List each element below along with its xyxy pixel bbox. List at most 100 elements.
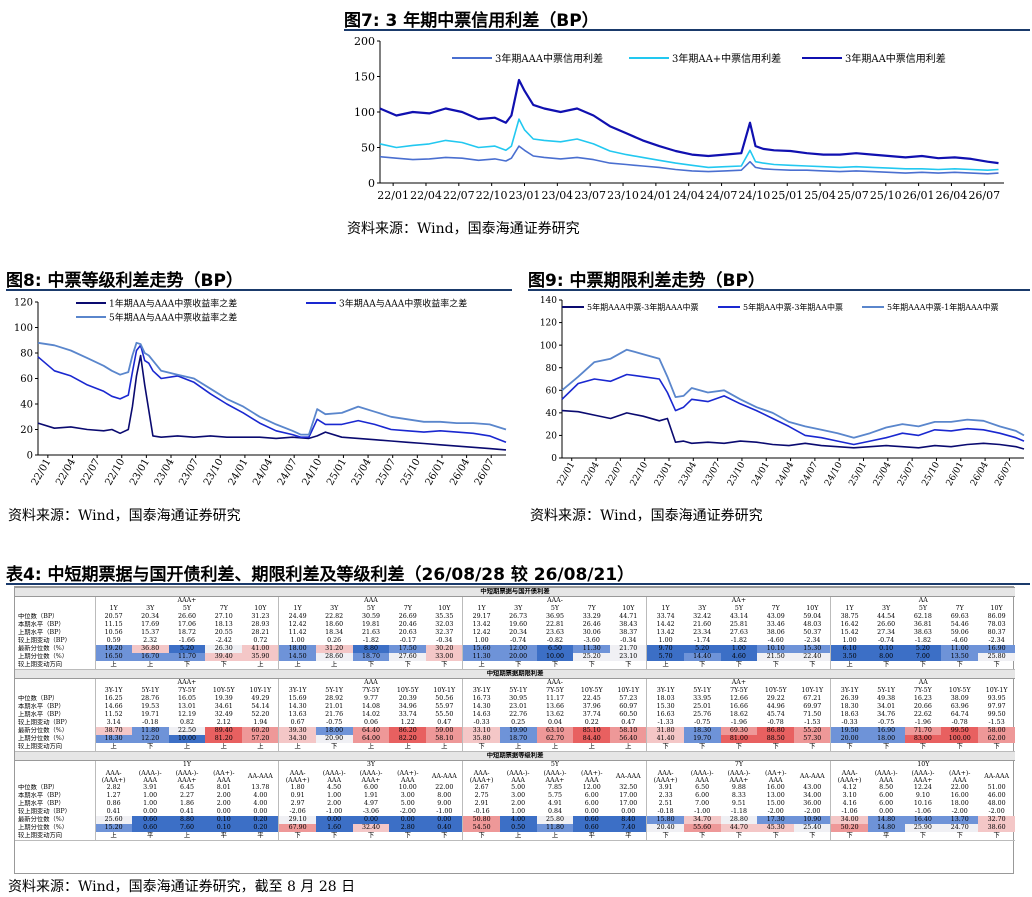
table-column-header: 5Y — [550, 605, 560, 612]
table-cell: 18.00 — [867, 735, 905, 743]
table-cell: 下 — [867, 743, 905, 752]
fig8-x-tick-label: 25/04 — [350, 457, 374, 487]
table-cell: 24.70 — [941, 824, 979, 832]
table-cell: 上 — [315, 661, 353, 670]
table-column-header: (AAA-)- AAA+ — [359, 769, 383, 784]
table-cell: -3.06 — [362, 808, 380, 815]
table-column-header: (AAA-)- AAA — [322, 769, 346, 784]
table-cell: 下 — [720, 661, 758, 670]
table-cell: 1.00 — [462, 637, 500, 645]
table-cell: 0.00 — [315, 816, 353, 824]
fig9-y-tick-label: 140 — [540, 296, 557, 306]
table-cell: 17.00 — [619, 792, 638, 799]
table-cell: 30.59 — [361, 613, 380, 620]
fig7-x-tick-label: 26/04 — [936, 189, 968, 202]
table-cell: 下 — [794, 743, 831, 752]
table-cell: 28.93 — [251, 621, 270, 628]
fig7-x-tick-label: 23/01 — [509, 189, 541, 202]
table4-title-rule — [6, 583, 1030, 585]
table-cell: -4.60 — [951, 637, 968, 644]
spread-table-grid: 中短期票据与国开债利差 AAA+ AAA AAA- AA+ AA 1Y 3Y 5Y 7Y 10Y 1Y… — [15, 587, 1016, 841]
table-cell: 18.03 — [646, 695, 684, 703]
table-cell: 33.10 — [462, 727, 500, 735]
table-cell: 下 — [794, 661, 831, 670]
table-cell: 84.40 — [573, 735, 611, 743]
table-cell: 58.10 — [426, 735, 463, 743]
table-cell: 0.60 — [573, 816, 611, 824]
table-column-header: (AAA-)- AAA+ — [911, 769, 935, 784]
table-cell: 22.00 — [435, 784, 454, 791]
table-cell: 33.74 — [398, 711, 417, 718]
table-cell: 4.00 — [499, 816, 537, 824]
table-cell: 0.00 — [621, 808, 636, 815]
table-cell: 下 — [978, 832, 1016, 841]
table-cell: 16.73 — [462, 695, 500, 703]
table-cell: 1.80 — [278, 784, 316, 792]
table-cell: 6.00 — [695, 792, 710, 799]
table-cell: 上 — [94, 661, 132, 670]
table-cell: 1.00 — [327, 792, 342, 799]
fig9-x-tick-label: 26/04 — [969, 460, 991, 488]
fig8-x-tick-label: 23/01 — [128, 457, 152, 487]
fig9-x-tick-label: 24/01 — [750, 461, 772, 488]
table-cell: 0.00 — [216, 808, 231, 815]
table-cell: 52.20 — [251, 711, 270, 718]
table-cell: 1.00 — [830, 637, 868, 645]
table-cell: 32.03 — [435, 621, 454, 628]
table-cell: -1.82 — [362, 637, 380, 644]
table-cell: 27.10 — [214, 613, 233, 620]
table-cell: 39.30 — [278, 727, 316, 735]
table-cell: 0.26 — [327, 637, 342, 644]
fig8-x-tick-label: 22/01 — [30, 457, 54, 487]
table-cell: 34.61 — [214, 703, 233, 710]
table-cell: 45.74 — [766, 711, 785, 718]
table-cell: 2.00 — [216, 800, 231, 807]
table-cell: 1.27 — [94, 792, 132, 800]
fig9-x-tick-label: 26/07 — [993, 460, 1015, 488]
table-cell: 8.80 — [168, 816, 206, 824]
table-cell: 55.50 — [435, 711, 454, 718]
table-cell: 下 — [904, 743, 942, 752]
table-cell: 82.20 — [389, 735, 427, 743]
table-cell: 26.73 — [509, 613, 528, 620]
table-cell: 60.97 — [619, 703, 638, 710]
table-cell: 18.60 — [325, 621, 344, 628]
fig8-x-tick-label: 23/07 — [177, 457, 201, 487]
table-column-header: 7Y — [771, 605, 780, 612]
table-cell: 88.50 — [757, 735, 795, 743]
table-cell: 18.72 — [177, 629, 196, 636]
table-cell: 6.00 — [363, 784, 378, 791]
table-cell: 平 — [242, 832, 279, 841]
table-column-header: 7Y — [587, 605, 596, 612]
table-column-header: AAA- (AAA+) — [646, 769, 684, 784]
table-column-header: 10Y-5Y — [396, 687, 419, 694]
table-cell: -1.33 — [646, 719, 684, 727]
fig8-y-tick-label: 60 — [20, 374, 33, 385]
table-cell: 20.34 — [141, 613, 160, 620]
table-group-header: AA — [830, 596, 1016, 605]
fig9-source: 资料来源：Wind，国泰海通证券研究 — [530, 508, 763, 524]
table-row: 中位数（BP） 20.57 20.34 26.60 27.10 31.23 24.49 22.… — [15, 613, 1015, 621]
fig8-legend-label-2: 3年期AA与AAA中票收益率之差 — [339, 298, 467, 310]
table-cell: 下 — [757, 661, 795, 670]
fig8-x-tick-label: 24/07 — [276, 457, 300, 487]
table-cell: 15.20 — [94, 824, 132, 832]
table-cell: -3.60 — [583, 637, 600, 644]
table-cell: 93.95 — [987, 695, 1006, 702]
table-cell: 32.40 — [352, 824, 390, 832]
table-group-header: AAA+ — [94, 678, 279, 687]
table-row: 较上期变动方向上上下下上上上下下下上下下下下上下下下下上下下下下 — [15, 661, 1016, 670]
table-column-header: AA-AAA — [247, 772, 273, 780]
table-cell: 上 — [610, 743, 647, 752]
table-cell: 1.91 — [363, 792, 378, 799]
table-cell: -0.78 — [951, 719, 968, 726]
table-column-header: 7Y-5Y — [178, 687, 196, 694]
table-column-header: 1Y — [94, 605, 132, 613]
table-cell: 25.76 — [693, 711, 712, 718]
fig9-x-tick-label: 24/10 — [823, 460, 845, 488]
table-column-header: 7Y-5Y — [730, 687, 748, 694]
table-row: 上期水平（BP） 0.86 1.00 1.86 2.00 4.00 2.97 2.00 4.97… — [15, 800, 1015, 808]
table-cell: 1.22 — [400, 719, 415, 726]
table-cell: 33.29 — [582, 613, 601, 620]
table-cell: 99.50 — [987, 711, 1006, 718]
